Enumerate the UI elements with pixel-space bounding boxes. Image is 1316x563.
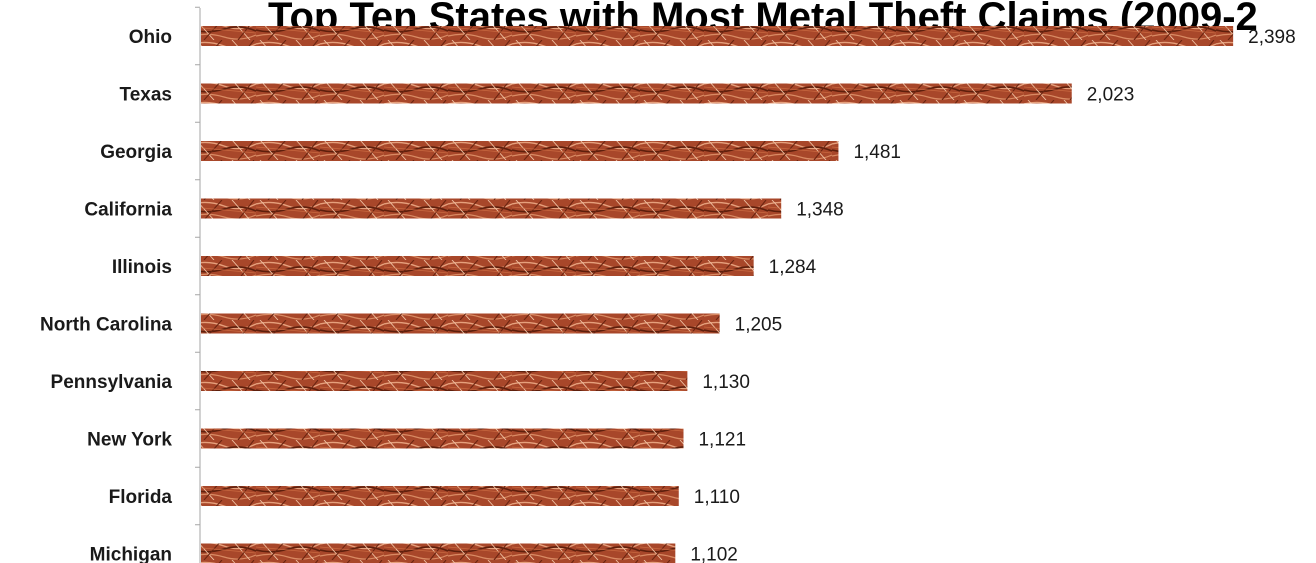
category-label-illinois: Illinois bbox=[112, 257, 172, 278]
category-label-ohio: Ohio bbox=[129, 27, 172, 48]
bar-texas bbox=[201, 83, 1072, 104]
value-label-florida: 1,110 bbox=[694, 487, 740, 508]
bar-georgia bbox=[201, 141, 839, 161]
bar-michigan bbox=[201, 543, 676, 563]
category-labels-group: Ohio Texas Georgia California Illinois North … bbox=[40, 27, 172, 563]
value-label-new-york: 1,121 bbox=[698, 430, 746, 451]
value-label-illinois: 1,284 bbox=[769, 257, 817, 278]
value-label-california: 1,348 bbox=[796, 200, 844, 221]
value-label-pennsylvania: 1,130 bbox=[702, 372, 750, 393]
bar-florida bbox=[201, 486, 679, 506]
bar-california bbox=[201, 198, 782, 219]
category-label-california: California bbox=[84, 200, 172, 221]
category-label-new-york: New York bbox=[87, 430, 172, 451]
value-labels-group: 2,398 2,023 1,481 1,348 1,284 1,205 1,130 1,121… bbox=[690, 27, 1295, 563]
bar-new-york bbox=[201, 428, 684, 449]
bar-illinois bbox=[201, 256, 754, 276]
category-label-texas: Texas bbox=[120, 85, 172, 106]
value-label-ohio: 2,398 bbox=[1248, 27, 1296, 48]
value-label-north-carolina: 1,205 bbox=[735, 315, 783, 336]
value-label-georgia: 1,481 bbox=[853, 142, 901, 163]
category-label-north-carolina: North Carolina bbox=[40, 315, 172, 336]
value-label-texas: 2,023 bbox=[1087, 85, 1135, 106]
category-label-michigan: Michigan bbox=[90, 545, 172, 563]
bar-ohio bbox=[201, 26, 1234, 46]
value-label-michigan: 1,102 bbox=[690, 545, 738, 563]
bar-north-carolina bbox=[201, 313, 720, 334]
category-label-georgia: Georgia bbox=[100, 142, 172, 163]
category-label-pennsylvania: Pennsylvania bbox=[51, 372, 173, 393]
category-label-florida: Florida bbox=[109, 487, 173, 508]
bars-group bbox=[201, 26, 1234, 563]
bar-pennsylvania bbox=[201, 371, 688, 391]
y-axis-ticks bbox=[195, 6, 200, 526]
